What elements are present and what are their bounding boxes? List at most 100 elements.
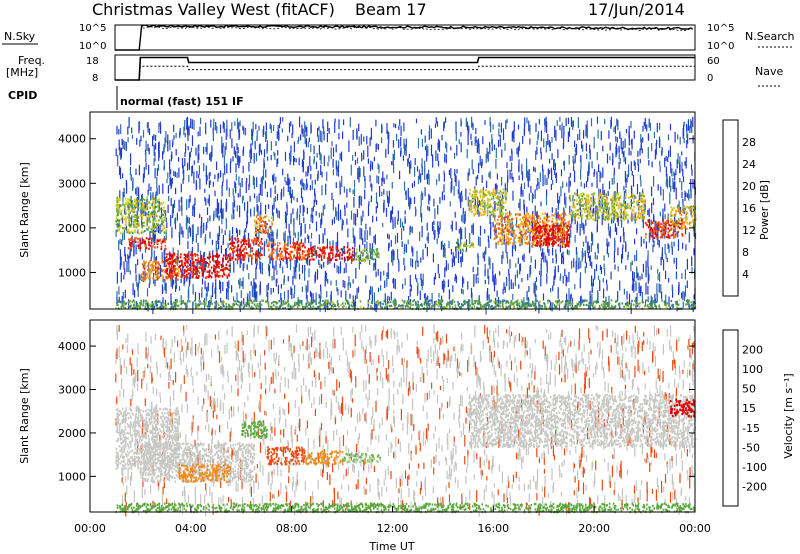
heatmap-cell xyxy=(560,216,562,219)
heatmap-cell xyxy=(526,223,529,227)
scatter-cell xyxy=(136,186,138,197)
heatmap-cell xyxy=(470,199,473,202)
heatmap-cell xyxy=(378,253,380,256)
scatter-cell xyxy=(337,240,339,252)
heatmap-cell xyxy=(256,249,259,252)
scatter-cell xyxy=(387,197,390,207)
scatter-cell xyxy=(222,281,224,292)
heatmap-cell xyxy=(223,273,226,276)
scatter-cell xyxy=(578,257,580,269)
heatmap-cell xyxy=(238,255,241,258)
heatmap-cell xyxy=(507,241,509,244)
heatmap-cell xyxy=(147,213,150,216)
scatter-cell xyxy=(168,195,170,202)
scatter-cell xyxy=(144,247,147,253)
heatmap-cell xyxy=(456,247,459,250)
scatter-cell xyxy=(437,205,439,215)
heatmap-cell xyxy=(542,242,545,245)
scatter-cell xyxy=(634,195,636,200)
heatmap-cell xyxy=(485,205,488,208)
scatter-cell xyxy=(198,144,200,152)
heatmap-cell xyxy=(553,232,556,235)
scatter-cell xyxy=(362,210,364,217)
scatter-cell xyxy=(305,287,307,299)
heatmap-cell xyxy=(192,272,194,275)
scatter-cell xyxy=(383,270,385,276)
scatter-cell xyxy=(649,122,651,131)
heatmap-cell xyxy=(468,206,471,209)
heatmap-cell xyxy=(539,235,541,238)
heatmap-cell xyxy=(140,202,142,205)
heatmap-cell xyxy=(150,269,153,272)
heatmap-cell xyxy=(488,190,490,193)
scatter-cell xyxy=(325,272,327,282)
scatter-cell xyxy=(187,162,189,171)
heatmap-cell xyxy=(541,220,544,223)
scatter-cell xyxy=(426,222,428,231)
heatmap-cell xyxy=(260,214,262,217)
heatmap-cell xyxy=(186,270,188,273)
heatmap-cell xyxy=(117,198,120,201)
heatmap-cell xyxy=(524,235,527,238)
heatmap-cell xyxy=(335,247,338,250)
heatmap-cell xyxy=(146,272,148,275)
scatter-cell xyxy=(478,200,480,206)
heatmap-cell xyxy=(488,206,490,209)
heatmap-cell xyxy=(561,228,564,231)
scatter-cell xyxy=(670,186,672,192)
scatter-cell xyxy=(267,156,269,161)
heatmap-cell xyxy=(330,247,333,250)
scatter-cell xyxy=(623,186,625,191)
heatmap-cell xyxy=(310,250,313,253)
scatter-cell xyxy=(424,243,427,249)
heatmap-cell xyxy=(533,219,535,222)
scatter-cell xyxy=(332,147,335,157)
scatter-cell xyxy=(268,301,270,307)
scatter-cell xyxy=(192,224,194,233)
heatmap-cell xyxy=(130,238,132,241)
heatmap-cell xyxy=(519,213,521,216)
scatter-cell xyxy=(210,151,212,162)
scatter-cell xyxy=(686,126,688,139)
scatter-cell xyxy=(487,268,489,280)
heatmap-cell xyxy=(567,225,570,228)
scatter-cell xyxy=(693,226,695,237)
heatmap-cell xyxy=(359,254,361,258)
scatter-cell xyxy=(326,132,328,143)
scatter-cell xyxy=(170,198,172,207)
heatmap-cell xyxy=(154,226,157,229)
heatmap-cell xyxy=(124,227,127,230)
heatmap-cell xyxy=(132,207,134,210)
scatter-cell xyxy=(630,121,632,129)
heatmap-cell xyxy=(279,253,281,256)
heatmap-cell xyxy=(319,247,321,250)
heatmap-cell xyxy=(217,263,220,266)
scatter-cell xyxy=(576,221,579,231)
heatmap-cell xyxy=(236,241,239,244)
scatter-cell xyxy=(173,124,175,132)
scatter-cell xyxy=(452,285,454,293)
scatter-cell xyxy=(649,229,651,241)
scatter-cell xyxy=(367,204,370,217)
heatmap-cell xyxy=(546,225,548,228)
scatter-cell xyxy=(596,152,598,161)
heatmap-cell xyxy=(361,259,363,262)
heatmap-cell xyxy=(557,233,559,237)
scatter-cell xyxy=(312,293,314,302)
heatmap-cell xyxy=(196,273,198,276)
scatter-cell xyxy=(236,143,238,151)
heatmap-cell xyxy=(602,198,604,201)
heatmap-cell xyxy=(331,245,334,249)
scatter-cell xyxy=(444,243,446,252)
scatter-cell xyxy=(206,286,208,297)
scatter-cell xyxy=(468,168,470,176)
heatmap-cell xyxy=(187,252,189,255)
heatmap-cell xyxy=(536,226,538,230)
scatter-cell xyxy=(624,138,626,148)
scatter-cell xyxy=(148,164,150,175)
heatmap-cell xyxy=(557,237,559,240)
heatmap-cell xyxy=(545,243,547,247)
scatter-cell xyxy=(424,135,426,143)
scatter-cell xyxy=(488,240,490,248)
scatter-cell xyxy=(546,212,549,219)
